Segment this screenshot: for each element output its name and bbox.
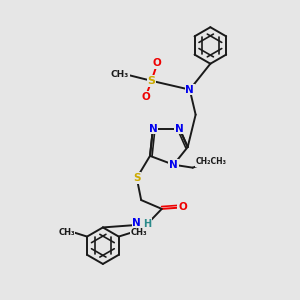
Text: H: H (143, 219, 151, 229)
Text: S: S (133, 173, 140, 183)
Text: CH₃: CH₃ (58, 228, 75, 237)
Text: O: O (153, 58, 162, 68)
Text: N: N (185, 85, 194, 94)
Text: S: S (148, 76, 155, 86)
Text: N: N (175, 124, 184, 134)
Text: CH₃: CH₃ (110, 70, 129, 80)
Text: N: N (132, 218, 141, 228)
Text: N: N (148, 124, 157, 134)
Text: CH₃: CH₃ (131, 228, 148, 237)
Text: CH₂CH₃: CH₂CH₃ (196, 157, 227, 166)
Text: O: O (178, 202, 187, 212)
Text: N: N (169, 160, 178, 170)
Text: O: O (141, 92, 150, 102)
